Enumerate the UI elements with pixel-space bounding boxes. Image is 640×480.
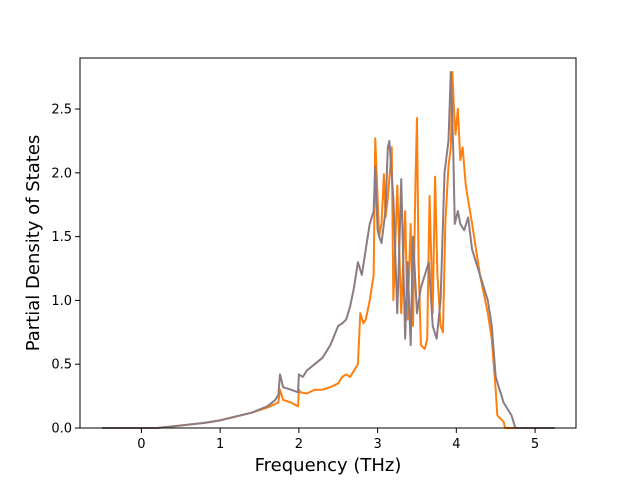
x-tick-label: 2 — [295, 437, 303, 452]
x-axis-label: Frequency (THz) — [255, 455, 402, 476]
x-tick-label: 5 — [531, 437, 539, 452]
plot-background — [80, 58, 576, 428]
x-tick-label: 4 — [452, 437, 460, 452]
y-ticks: 0.0 0.5 1.0 1.5 2.0 2.5 — [51, 103, 80, 437]
x-ticks: 0 1 2 3 4 5 — [137, 428, 539, 452]
y-tick-label: 2.5 — [51, 103, 72, 118]
y-tick-label: 0.0 — [51, 422, 72, 437]
y-tick-label: 1.0 — [51, 294, 72, 309]
plot-frame — [79, 57, 577, 429]
y-tick-label: 0.5 — [51, 358, 72, 373]
y-axis-label: Partial Density of States — [23, 135, 44, 352]
y-tick-label: 1.5 — [51, 230, 72, 245]
x-tick-label: 1 — [216, 437, 224, 452]
x-tick-label: 0 — [137, 437, 145, 452]
y-tick-label: 2.0 — [51, 166, 72, 181]
series-line-2 — [102, 71, 555, 429]
series-layer — [102, 71, 555, 429]
x-tick-label: 3 — [373, 437, 381, 452]
